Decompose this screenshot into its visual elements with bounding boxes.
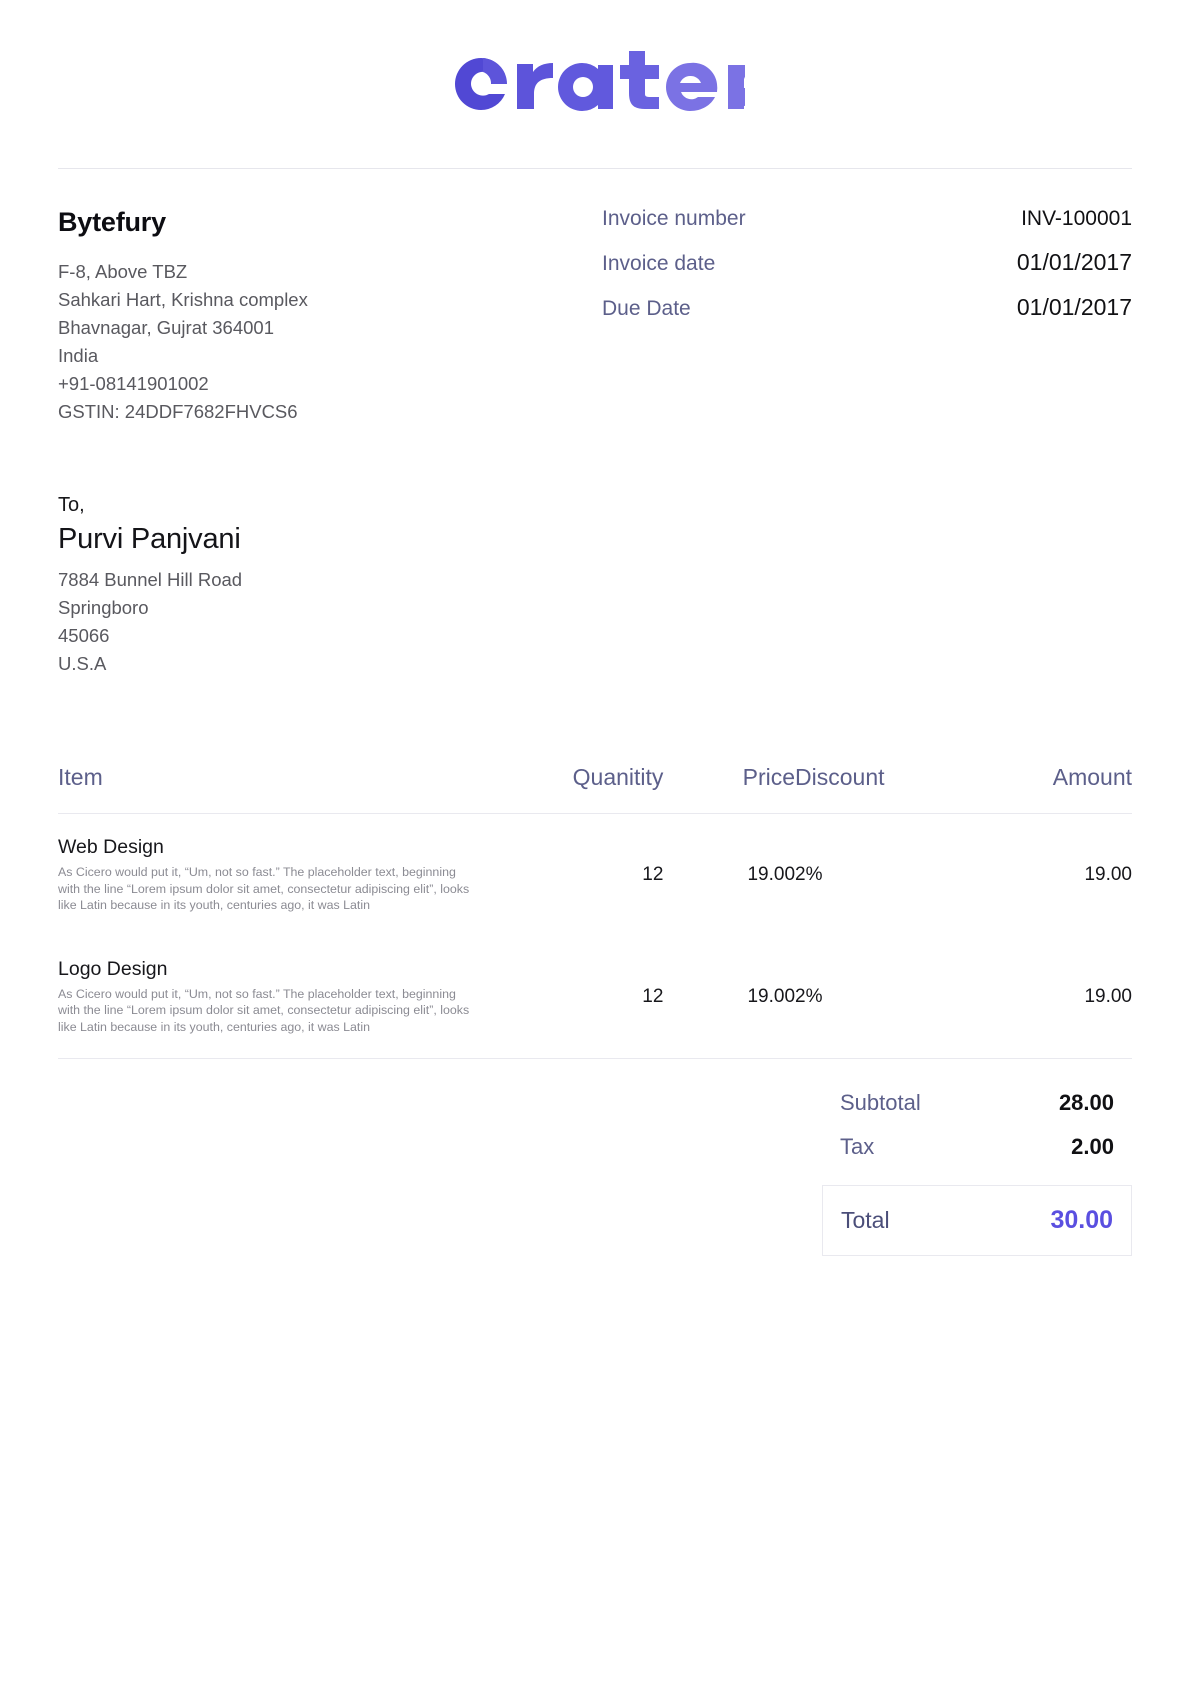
header-divider — [58, 168, 1132, 169]
invoice-header: Bytefury F-8, Above TBZ Sahkari Hart, Kr… — [58, 169, 1132, 426]
item-cell: Logo Design As Cicero would put it, “Um,… — [58, 935, 511, 1059]
item-discount: 2% — [795, 935, 964, 1059]
header-price: Price — [663, 764, 796, 814]
item-title: Web Design — [58, 836, 164, 858]
header-discount: Discount — [795, 764, 964, 814]
company-phone: +91-08141901002 — [58, 373, 209, 394]
header-quantity: Quanitity — [510, 764, 664, 814]
item-cell: Web Design As Cicero would put it, “Um, … — [58, 814, 511, 936]
header-item: Item — [58, 764, 511, 814]
invoice-date-label: Invoice date — [602, 252, 716, 275]
company-address-line: India — [58, 345, 99, 366]
item-amount: 19.00 — [963, 935, 1132, 1059]
due-date-value: 01/01/2017 — [1016, 294, 1132, 320]
invoice-date-row: Invoice date 01/01/2017 — [602, 249, 1132, 276]
brand-logo-area — [58, 0, 1132, 168]
total-label: Total — [841, 1206, 890, 1233]
bill-to-address-line: Springboro — [58, 597, 149, 618]
due-date-label: Due Date — [602, 297, 691, 320]
item-title: Logo Design — [58, 957, 168, 980]
company-name: Bytefury — [58, 207, 166, 237]
subtotal-row: Subtotal 28.00 — [822, 1081, 1132, 1125]
company-block: Bytefury F-8, Above TBZ Sahkari Hart, Kr… — [58, 207, 578, 426]
invoice-date-value: 01/01/2017 — [1016, 249, 1132, 275]
item-price: 19.00 — [747, 863, 796, 885]
bill-to-address-line: 45066 — [58, 625, 110, 646]
tax-value: 2.00 — [1071, 1133, 1114, 1159]
bill-to-address-line: 7884 Bunnel Hill Road — [58, 569, 243, 590]
totals-section: Subtotal 28.00 Tax 2.00 Total 30.00 — [58, 1059, 1132, 1256]
bill-to-block: To, Purvi Panjvani 7884 Bunnel Hill Road… — [58, 426, 1132, 678]
total-value: 30.00 — [1050, 1205, 1113, 1234]
subtotal-value: 28.00 — [1058, 1089, 1114, 1115]
grand-total-row: Total 30.00 — [822, 1184, 1132, 1256]
item-description: As Cicero would put it, “Um, not so fast… — [58, 986, 470, 1034]
table-row: Web Design As Cicero would put it, “Um, … — [58, 814, 1132, 936]
invoice-meta-block: Invoice number INV-100001 Invoice date 0… — [578, 207, 1132, 339]
company-address-line: Bhavnagar, Gujrat 364001 — [58, 317, 274, 338]
bill-to-name: Purvi Panjvani — [58, 523, 241, 555]
header-amount: Amount — [963, 764, 1132, 814]
company-gstin: GSTIN: 24DDF7682FHVCS6 — [58, 401, 298, 422]
company-address-line: Sahkari Hart, Krishna complex — [58, 289, 308, 310]
crater-logo — [445, 48, 745, 120]
tax-row: Tax 2.00 — [822, 1125, 1132, 1169]
item-discount: 2% — [795, 863, 823, 885]
bill-to-address-line: U.S.A — [58, 653, 107, 674]
invoice-number-label: Invoice number — [602, 207, 746, 230]
table-header-row: Item Quanitity Price Discount Amount — [58, 764, 1132, 814]
due-date-row: Due Date 01/01/2017 — [602, 294, 1132, 321]
item-quantity: 12 — [510, 935, 664, 1059]
company-address-line: F-8, Above TBZ — [58, 261, 188, 282]
subtotal-label: Subtotal — [840, 1089, 921, 1115]
item-amount: 19.00 — [1084, 863, 1132, 885]
invoice-number-value: INV-100001 — [1021, 207, 1132, 230]
invoice-number-row: Invoice number INV-100001 — [602, 207, 1132, 231]
item-price: 19.00 — [663, 935, 796, 1059]
line-items-table: Item Quanitity Price Discount Amount Web… — [58, 764, 1132, 1059]
tax-label: Tax — [840, 1133, 875, 1159]
line-items-section: Item Quanitity Price Discount Amount Web… — [58, 678, 1132, 1059]
totals-inner: Subtotal 28.00 Tax 2.00 Total 30.00 — [822, 1081, 1132, 1256]
item-quantity: 12 — [642, 863, 664, 885]
table-row: Logo Design As Cicero would put it, “Um,… — [58, 935, 1132, 1059]
item-description: As Cicero would put it, “Um, not so fast… — [58, 865, 470, 913]
bill-to-label: To, — [58, 494, 85, 516]
